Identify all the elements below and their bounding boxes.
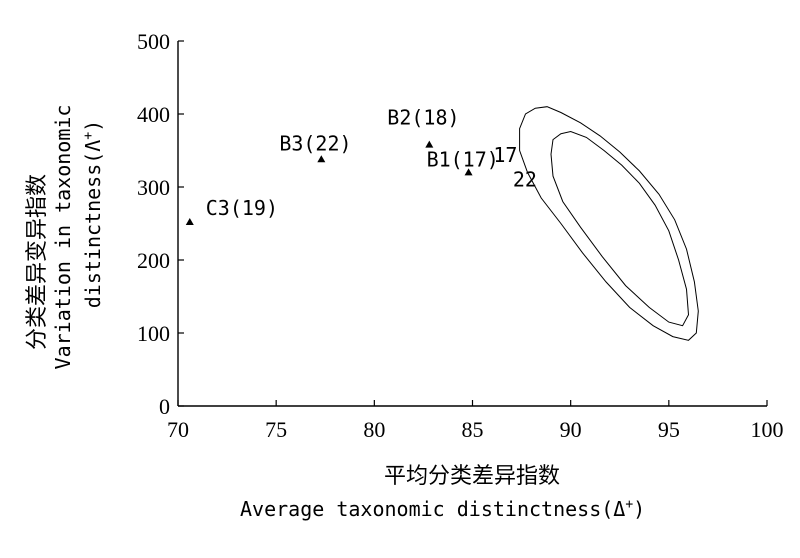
x-tick-label: 100 (751, 417, 784, 442)
y-axis-title-symbol-sup: + (81, 132, 96, 140)
x-tick-label: 80 (363, 417, 385, 442)
x-tick-label: 75 (265, 417, 287, 442)
y-axis-title-en-line2-text: distinctness (81, 164, 105, 309)
point-label: B3(22) (279, 131, 351, 155)
x-axis-title-en: Average taxonomic distinctness(Δ+) (240, 497, 645, 521)
data-point (464, 168, 473, 176)
data-point (185, 218, 194, 226)
y-axis-title-symbol: Λ (81, 140, 105, 152)
x-tick-label: 85 (462, 417, 484, 442)
y-axis-title-close-paren: ) (81, 120, 105, 132)
x-tick-label: 70 (167, 417, 189, 442)
contour-17 (519, 106, 699, 341)
point-label: C3(19) (206, 196, 278, 220)
x-tick-label: 95 (658, 417, 680, 442)
y-tick-label: 300 (137, 175, 170, 200)
y-axis-title-en-line2: distinctness(Λ+) (81, 120, 105, 308)
point-label: B2(18) (387, 106, 459, 130)
x-axis-title-open-paren: ( (601, 497, 613, 521)
data-points: C3(19) B3(22) B2(18) B1(17) (185, 106, 499, 226)
y-axis-title-open-paren: ( (81, 152, 105, 164)
x-axis-title-symbol-sup: + (625, 497, 633, 512)
x-tick-label: 90 (560, 417, 582, 442)
y-axis-title-cn: 分类差异变异指数 (25, 174, 50, 350)
data-point (425, 140, 434, 148)
contour-label-17: 17 (493, 143, 517, 167)
axes (177, 41, 767, 407)
y-tick-label: 200 (137, 248, 170, 273)
x-axis-title-en-text: Average taxonomic distinctness (240, 497, 601, 521)
x-axis-title-symbol: Δ (613, 497, 625, 521)
y-tick-label: 100 (137, 321, 170, 346)
y-tick-label: 400 (137, 102, 170, 127)
x-axis-title-cn: 平均分类差异指数 (384, 464, 560, 489)
x-ticks: 70 75 80 85 90 95 100 (167, 400, 784, 442)
y-tick-label: 500 (137, 29, 170, 54)
y-ticks: 0 100 200 300 400 500 (137, 29, 184, 419)
x-axis-title-close-paren: ) (633, 497, 645, 521)
data-point (317, 155, 326, 163)
y-axis-title-en-line1: Variation in taxonomic (51, 105, 75, 370)
contour-label-22: 22 (513, 168, 537, 192)
point-label: B1(17) (427, 147, 499, 171)
contour-22 (550, 130, 690, 327)
y-tick-label: 0 (159, 394, 170, 419)
